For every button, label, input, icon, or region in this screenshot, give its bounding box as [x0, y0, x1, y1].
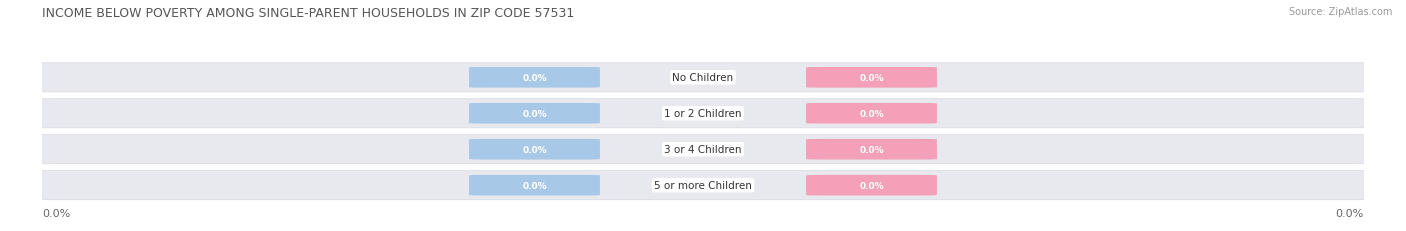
- Text: No Children: No Children: [672, 73, 734, 83]
- FancyBboxPatch shape: [470, 68, 600, 88]
- Text: 0.0%: 0.0%: [522, 181, 547, 190]
- FancyBboxPatch shape: [470, 139, 600, 160]
- Text: 0.0%: 0.0%: [859, 73, 884, 82]
- Text: 0.0%: 0.0%: [859, 145, 884, 154]
- FancyBboxPatch shape: [22, 99, 1384, 128]
- Text: 0.0%: 0.0%: [522, 145, 547, 154]
- FancyBboxPatch shape: [806, 139, 936, 160]
- FancyBboxPatch shape: [806, 103, 936, 124]
- FancyBboxPatch shape: [22, 171, 1384, 200]
- Text: 3 or 4 Children: 3 or 4 Children: [664, 145, 742, 155]
- FancyBboxPatch shape: [806, 68, 936, 88]
- FancyBboxPatch shape: [470, 103, 600, 124]
- Text: 0.0%: 0.0%: [1336, 208, 1364, 218]
- Text: 0.0%: 0.0%: [522, 109, 547, 118]
- Text: 0.0%: 0.0%: [859, 109, 884, 118]
- Text: 0.0%: 0.0%: [859, 181, 884, 190]
- Text: 0.0%: 0.0%: [42, 208, 70, 218]
- FancyBboxPatch shape: [22, 135, 1384, 164]
- FancyBboxPatch shape: [470, 175, 600, 196]
- Text: 5 or more Children: 5 or more Children: [654, 180, 752, 190]
- Text: 0.0%: 0.0%: [522, 73, 547, 82]
- FancyBboxPatch shape: [22, 64, 1384, 92]
- Text: INCOME BELOW POVERTY AMONG SINGLE-PARENT HOUSEHOLDS IN ZIP CODE 57531: INCOME BELOW POVERTY AMONG SINGLE-PARENT…: [42, 7, 575, 20]
- Text: 1 or 2 Children: 1 or 2 Children: [664, 109, 742, 119]
- FancyBboxPatch shape: [806, 175, 936, 196]
- Text: Source: ZipAtlas.com: Source: ZipAtlas.com: [1288, 7, 1392, 17]
